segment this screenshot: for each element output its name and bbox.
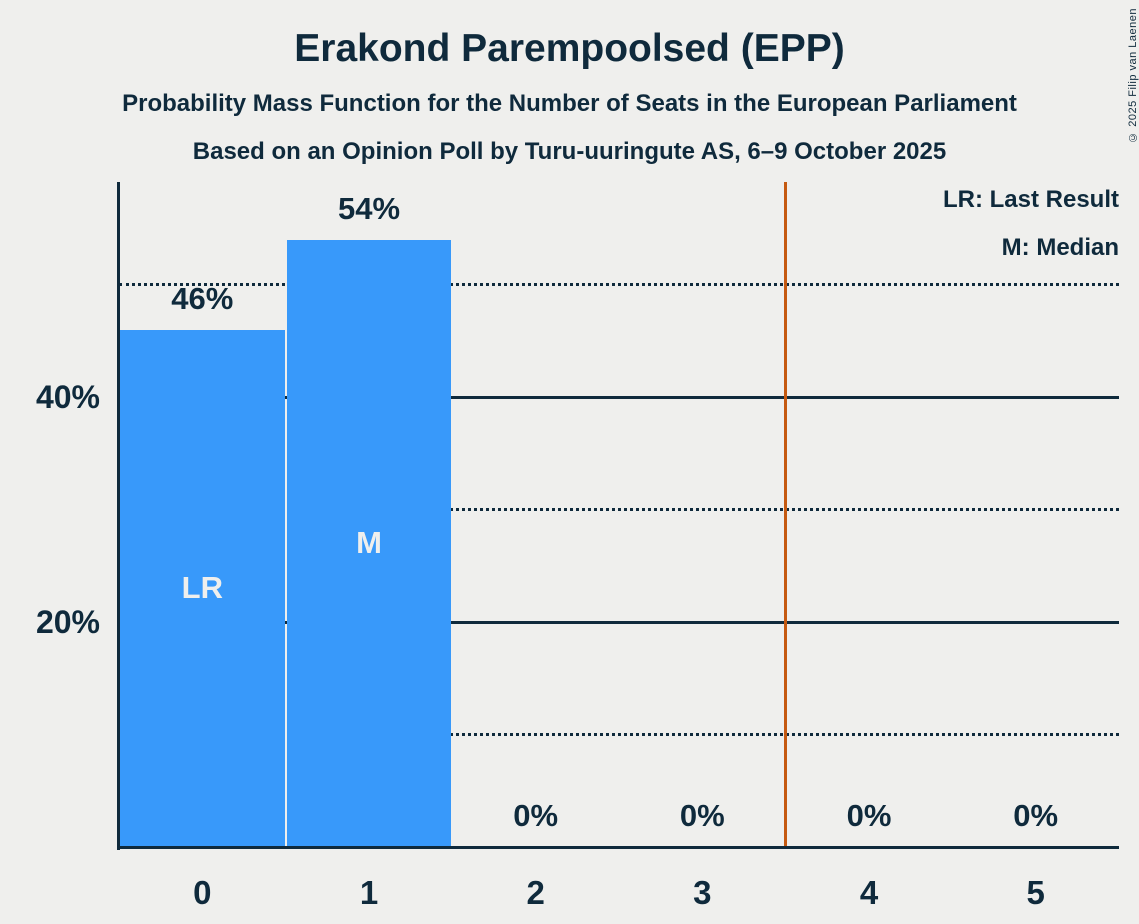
gridline-dotted-50pct: [119, 283, 1119, 286]
copyright-notice: © 2025 Filip van Laenen: [1127, 8, 1139, 143]
chart-subtitle-poll: Based on an Opinion Poll by Turu-uuringu…: [192, 138, 947, 165]
value-label-seats-1: 54%: [337, 190, 401, 226]
chart-subtitle-pmf: Probability Mass Function for the Number…: [122, 90, 1017, 117]
gridline-dotted-30pct: [119, 508, 1119, 511]
x-axis-line: [117, 846, 1119, 849]
value-label-seats-4: 0%: [846, 798, 892, 833]
gridline-dotted-10pct: [119, 733, 1119, 736]
value-label-seats-5: 0%: [1013, 798, 1059, 833]
value-label-seats-3: 0%: [679, 798, 725, 833]
chart-title: Erakond Parempoolsed (EPP): [294, 27, 845, 70]
x-axis-label-2: 2: [526, 874, 545, 911]
majority-threshold-line: [783, 182, 788, 847]
bar-annotation-lr: LR: [181, 570, 223, 606]
value-label-seats-0: 46%: [171, 280, 234, 316]
x-axis-label-0: 0: [193, 874, 212, 911]
x-axis-label-1: 1: [359, 874, 379, 911]
bar-annotation-m: M: [356, 525, 382, 561]
x-axis-label-4: 4: [859, 874, 879, 911]
y-axis-label-40pct: 40%: [35, 379, 100, 415]
value-label-seats-2: 0%: [513, 798, 559, 833]
y-axis-label-20pct: 20%: [35, 604, 100, 640]
bar-seats-0: [120, 329, 285, 847]
gridline-solid-40pct: [119, 395, 1119, 399]
x-axis-label-3: 3: [693, 874, 712, 911]
gridline-solid-20pct: [119, 620, 1119, 624]
legend-last-result: LR: Last Result: [942, 186, 1119, 213]
legend-median: M: Median: [1001, 234, 1119, 261]
x-axis-label-5: 5: [1026, 874, 1045, 911]
y-axis-line: [117, 182, 120, 850]
bar-seats-1: [286, 239, 452, 847]
